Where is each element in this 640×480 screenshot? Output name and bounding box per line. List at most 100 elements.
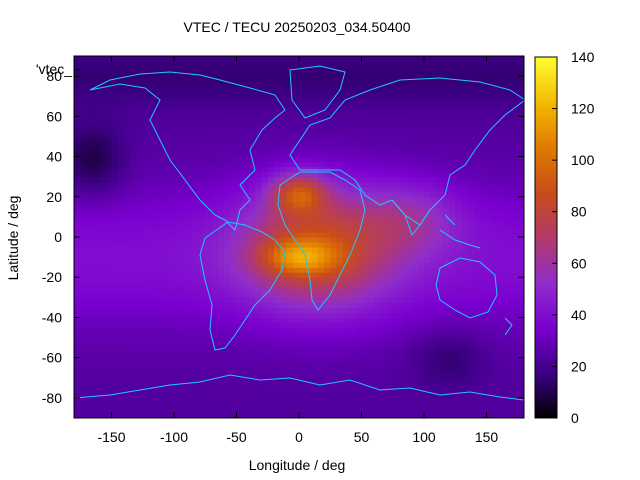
heat-cell — [399, 181, 406, 188]
heat-cell — [455, 412, 463, 418]
heat-cell — [155, 267, 163, 273]
heat-cell — [99, 116, 106, 122]
heat-cell — [99, 312, 106, 319]
heat-cell — [305, 141, 313, 148]
heat-cell — [167, 257, 175, 263]
heat-cell — [142, 257, 150, 263]
heat-cell — [155, 176, 163, 183]
heat-cell — [392, 392, 400, 399]
heat-cell — [74, 151, 81, 158]
heat-cell — [130, 166, 138, 173]
heat-cell — [199, 377, 206, 384]
heat-cell — [411, 262, 419, 268]
heat-cell — [249, 382, 256, 389]
heat-cell — [386, 201, 394, 208]
heat-cell — [249, 357, 256, 364]
heat-cell — [174, 362, 181, 369]
heat-cell — [161, 262, 169, 268]
heat-cell — [299, 372, 306, 379]
heat-cell — [499, 161, 506, 168]
heat-cell — [186, 297, 194, 303]
heat-cell — [399, 247, 406, 253]
heat-cell — [430, 372, 438, 379]
heat-cell — [349, 347, 356, 354]
heat-cell — [224, 201, 231, 208]
heat-cell — [286, 407, 294, 414]
heat-cell — [211, 221, 219, 228]
heat-cell — [117, 412, 125, 418]
heat-cell — [317, 342, 325, 349]
heat-cell — [117, 101, 125, 107]
heat-cell — [117, 216, 125, 223]
heat-cell — [161, 121, 169, 127]
heat-cell — [317, 131, 325, 138]
heat-cell — [80, 412, 88, 418]
heat-cell — [449, 237, 456, 243]
heat-cell — [424, 146, 431, 153]
heat-cell — [374, 121, 381, 127]
heat-cell — [167, 407, 175, 414]
heat-cell — [124, 322, 131, 329]
heat-cell — [217, 141, 225, 148]
heat-cell — [230, 312, 238, 319]
heat-cell — [130, 211, 138, 218]
heat-cell — [261, 282, 269, 288]
heat-cell — [461, 231, 469, 238]
heat-cell — [405, 111, 413, 117]
heat-cell — [417, 101, 425, 107]
heat-cell — [167, 252, 175, 258]
heat-cell — [92, 71, 100, 77]
heat-cell — [361, 267, 369, 273]
heat-cell — [267, 161, 275, 168]
heat-cell — [305, 332, 313, 339]
heat-cell — [186, 332, 194, 339]
heat-cell — [274, 206, 281, 213]
heat-cell — [392, 312, 400, 319]
heat-cell — [80, 171, 88, 178]
heat-cell — [236, 272, 244, 278]
heat-cell — [405, 252, 413, 258]
heat-cell — [299, 312, 306, 319]
heat-cell — [117, 171, 125, 178]
heat-cell — [167, 211, 175, 218]
heat-cell — [486, 146, 494, 153]
heat-cell — [180, 277, 188, 283]
heat-cell — [130, 412, 138, 418]
heat-cell — [342, 332, 350, 339]
heat-cell — [417, 91, 425, 97]
heat-cell — [436, 141, 444, 148]
heat-cell — [224, 101, 231, 107]
heat-cell — [405, 262, 413, 268]
heat-cell — [86, 337, 94, 344]
heat-cell — [386, 412, 394, 418]
heat-cell — [386, 392, 394, 399]
heat-cell — [267, 166, 275, 173]
heat-cell — [474, 337, 481, 344]
heat-cell — [330, 146, 338, 153]
heat-cell — [424, 206, 431, 213]
heat-cell — [242, 342, 250, 349]
heat-cell — [305, 136, 313, 143]
heat-cell — [499, 106, 506, 112]
heat-cell — [442, 332, 450, 339]
heat-cell — [474, 342, 481, 349]
heat-cell — [299, 126, 306, 133]
heat-cell — [80, 101, 88, 107]
heat-cell — [255, 101, 263, 107]
heat-cell — [161, 131, 169, 138]
heat-cell — [430, 71, 438, 77]
heat-cell — [142, 131, 150, 138]
heat-cell — [186, 191, 194, 198]
heat-cell — [367, 156, 375, 163]
heat-cell — [136, 101, 144, 107]
heat-cell — [130, 121, 138, 127]
heat-cell — [236, 392, 244, 399]
heat-cell — [492, 352, 500, 359]
heat-cell — [174, 91, 181, 97]
heat-cell — [267, 297, 275, 303]
heat-cell — [492, 312, 500, 319]
heat-cell — [192, 347, 200, 354]
heat-cell — [192, 377, 200, 384]
heat-cell — [349, 302, 356, 308]
heat-cell — [349, 101, 356, 107]
